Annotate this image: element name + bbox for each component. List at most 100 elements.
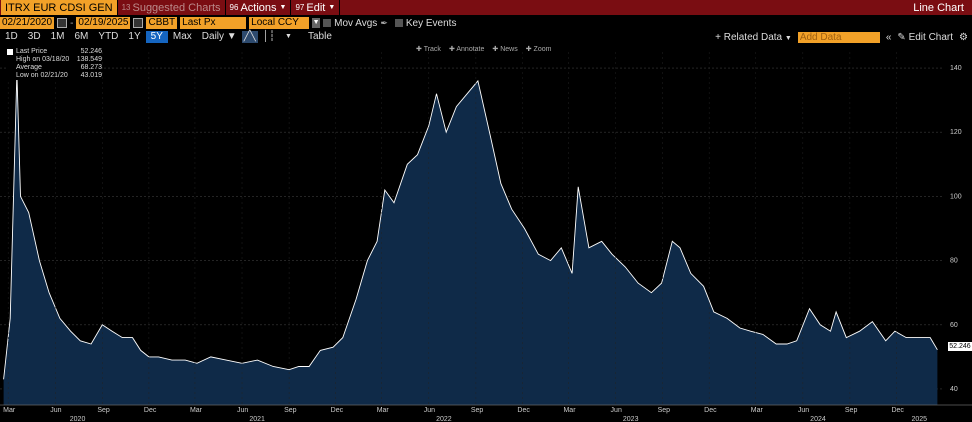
legend-row: Average 68.273 [6, 64, 102, 72]
chevron-down-icon[interactable]: ▼ [312, 18, 321, 28]
add-data-input[interactable]: Add Data [797, 31, 880, 43]
period-1d-button[interactable]: 1D [5, 31, 18, 42]
chevron-down-icon: ▼ [279, 4, 287, 11]
period-1m-button[interactable]: 1M [50, 31, 65, 42]
tool-annotate-button[interactable]: ✚ Annotate [449, 45, 484, 53]
legend-value: 43.019 [80, 72, 102, 79]
key-events-label: Key Events [405, 17, 457, 29]
y-tick-label: 120 [950, 129, 962, 136]
y-tick-label: 40 [950, 386, 958, 393]
suggested-charts-label: Suggested Charts [132, 1, 221, 14]
related-data-button[interactable]: + Related Data ▼ [715, 32, 792, 43]
tool-label: News [500, 46, 518, 53]
edit-chart-label: Edit Chart [908, 31, 954, 43]
table-button[interactable]: Table [307, 31, 332, 42]
price-line [3, 72, 938, 380]
tool-track-button[interactable]: ✚ Track [416, 45, 441, 53]
pencil-icon: ✎ [897, 31, 906, 43]
checkbox-icon [394, 19, 403, 27]
tool-zoom-button[interactable]: ✚ Zoom [526, 45, 552, 53]
edit-number: 97 [295, 3, 305, 12]
source-field[interactable]: CBBT [146, 17, 178, 29]
period-5y-button[interactable]: 5Y [145, 31, 168, 43]
x-tick-label: Mar [563, 407, 576, 414]
chart-controls-row: 02/21/2020 - 02/19/2025 CBBT Last Px Loc… [0, 16, 972, 30]
tool-news-button[interactable]: ✚ News [492, 45, 517, 53]
calendar-icon[interactable] [57, 18, 68, 28]
suggested-charts-menu[interactable]: 13 Suggested Charts [118, 0, 226, 15]
year-label: 2022 [436, 416, 452, 422]
annotate-icon: ✚ [448, 46, 457, 53]
actions-menu[interactable]: 96 Actions ▼ [226, 0, 292, 15]
collapse-icon[interactable]: « [885, 31, 892, 43]
zoom-icon: ✚ [525, 46, 534, 53]
chevron-down-icon: ▼ [226, 31, 237, 42]
x-tick-label: Dec [517, 407, 530, 414]
frequency-label: Daily [201, 31, 225, 42]
calendar-icon[interactable] [133, 18, 144, 28]
x-tick-label: Sep [284, 407, 297, 414]
candlestick-type-icon[interactable]: │┆ [262, 31, 276, 42]
line-chart-type-icon[interactable]: ╱╲ [241, 31, 258, 43]
period-buttons: 1D 3D 1M 6M YTD 1Y 5Y Max [0, 31, 197, 43]
date-separator: - [70, 17, 74, 29]
x-tick-label: Jun [424, 407, 435, 414]
period-6m-button[interactable]: 6M [74, 31, 89, 42]
actions-label: Actions [240, 1, 277, 14]
y-tick-label: 140 [950, 65, 962, 72]
field-selector[interactable]: Last Px [180, 17, 247, 29]
tool-label: Track [423, 46, 441, 53]
year-label: 2024 [810, 416, 826, 422]
x-tick-label: Jun [611, 407, 622, 414]
year-label: 2025 [911, 416, 927, 422]
tool-label: Zoom [533, 46, 552, 53]
track-icon: ✚ [416, 46, 424, 53]
x-tick-label: Jun [50, 407, 61, 414]
year-label: 2020 [70, 416, 86, 422]
news-icon: ✚ [492, 46, 501, 53]
x-tick-label: Sep [97, 407, 110, 414]
y-tick-label: 60 [950, 322, 958, 329]
legend-label: Low on 02/21/20 [16, 72, 68, 79]
x-tick-label: Sep [845, 407, 858, 414]
x-tick-label: Jun [798, 407, 809, 414]
period-1y-button[interactable]: 1Y [128, 31, 141, 42]
currency-selector[interactable]: Local CCY [249, 17, 310, 29]
legend-row: High on 03/18/20 138.549 [6, 56, 102, 64]
actions-number: 96 [229, 3, 239, 12]
edit-chart-button[interactable]: ✎ Edit Chart [897, 32, 953, 43]
legend-value: 138.549 [76, 56, 102, 63]
period-3d-button[interactable]: 3D [27, 31, 41, 42]
x-tick-label: Jun [237, 407, 248, 414]
gear-icon[interactable]: ⚙ [959, 31, 968, 43]
frequency-dropdown[interactable]: Daily ▼ [197, 31, 242, 43]
year-label: 2023 [623, 416, 639, 422]
legend-value: 68.273 [80, 64, 102, 71]
key-events-toggle[interactable]: Key Events [394, 17, 457, 29]
edit-menu[interactable]: 97 Edit ▼ [291, 0, 341, 15]
period-ytd-button[interactable]: YTD [98, 31, 119, 42]
x-tick-label: Dec [331, 407, 344, 414]
chart-options-dropdown-icon[interactable]: ▼ [285, 33, 292, 40]
chevron-down-icon: ▼ [328, 4, 336, 11]
y-tick-label: 80 [950, 258, 958, 265]
legend-label: Last Price [16, 48, 48, 55]
series-swatch [7, 49, 13, 55]
period-max-button[interactable]: Max [172, 31, 192, 42]
title-bar: ITRX EUR CDSI GEN 13 Suggested Charts 96… [0, 0, 972, 15]
start-date-field[interactable]: 02/21/2020 [0, 17, 55, 29]
price-chart[interactable]: 40 60 80 100 120 140 Mar Jun Sep Dec Mar Jun Sep Dec M… [0, 44, 972, 422]
annotation-pen-icon[interactable]: ✒ [380, 17, 388, 28]
x-tick-label: Dec [144, 407, 157, 414]
x-tick-label: Sep [658, 407, 671, 414]
ticker-field[interactable]: ITRX EUR CDSI GEN [1, 0, 118, 15]
chevron-down-icon: ▼ [784, 34, 792, 42]
last-value-marker: 52.246 [948, 342, 972, 351]
suggested-charts-number: 13 [121, 3, 131, 12]
end-date-field[interactable]: 02/19/2025 [76, 17, 131, 29]
tool-label: Annotate [456, 46, 485, 53]
x-tick-label: Mar [3, 407, 16, 414]
mov-avgs-toggle[interactable]: Mov Avgs [323, 18, 377, 29]
legend-row: Last Price 52.246 [6, 48, 102, 56]
x-tick-label: Mar [377, 407, 390, 414]
